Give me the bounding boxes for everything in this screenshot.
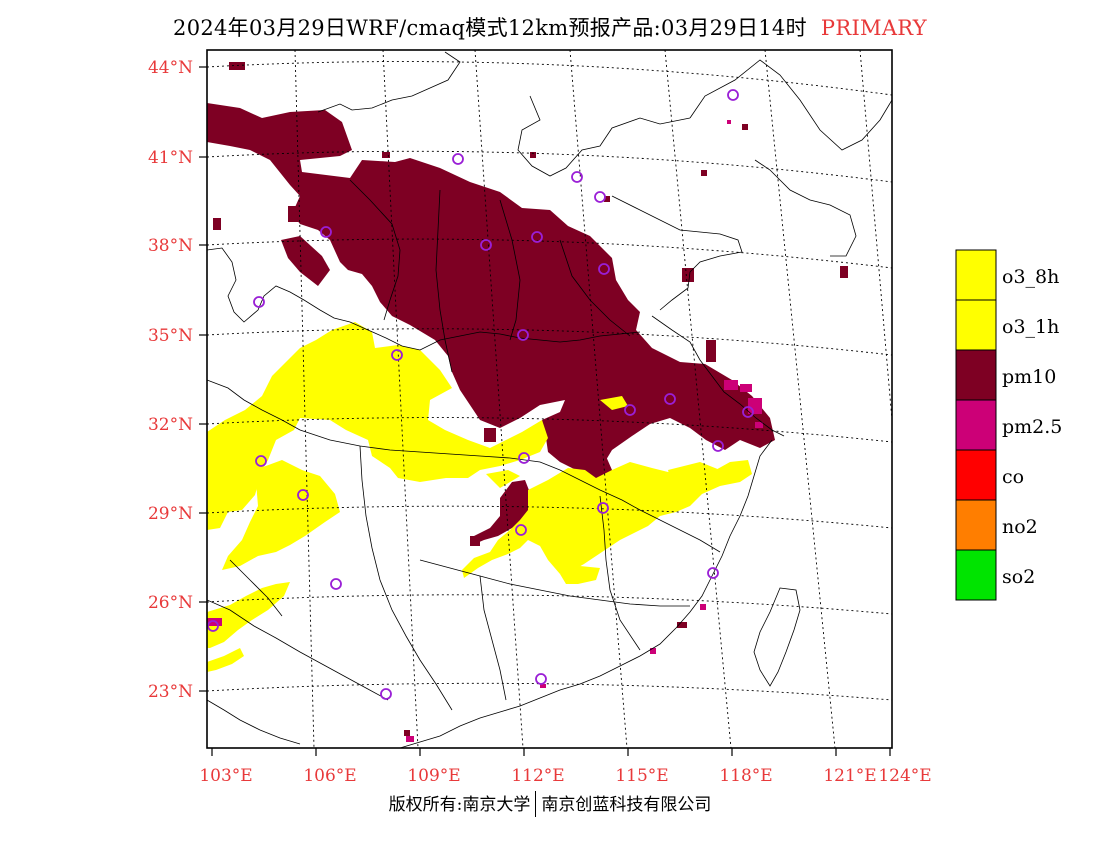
pollutant-legend: o3_8h o3_1h pm10 pm2.5 co no2 so2 — [955, 249, 1062, 601]
latitude-lines — [207, 61, 892, 701]
legend-swatch-co — [956, 450, 996, 500]
legend-label-o3-1h: o3_1h — [1002, 316, 1059, 338]
lon-label: 103°E — [199, 766, 252, 786]
lat-label: 44°N — [148, 58, 193, 78]
lat-label: 38°N — [148, 236, 193, 256]
copyright-footer: 版权所有:南京大学 南京创蓝科技有限公司 — [0, 790, 1100, 819]
map-title: 2024年03月29日WRF/cmaq模式12km预报产品:03月29日14时 P… — [0, 12, 1100, 42]
legend-swatch-no2 — [956, 500, 996, 550]
legend-label-so2: so2 — [1002, 566, 1035, 588]
map-frame — [206, 49, 893, 749]
lon-label: 115°E — [615, 766, 668, 786]
lon-label: 112°E — [511, 766, 564, 786]
axis-ticks — [199, 66, 891, 756]
legend-swatch-pm10 — [956, 350, 996, 400]
lat-label: 23°N — [148, 682, 193, 702]
lat-label: 29°N — [148, 504, 193, 524]
legend-label-pm10: pm10 — [1002, 366, 1056, 388]
lat-label: 35°N — [148, 326, 193, 346]
primary-tag: PRIMARY — [820, 16, 927, 40]
footer-divider — [535, 790, 537, 817]
lat-label: 41°N — [148, 148, 193, 168]
legend-label-o3-8h: o3_8h — [1002, 266, 1059, 288]
legend-swatch-o3-8h — [956, 250, 996, 300]
longitude-lines — [207, 50, 892, 748]
legend-label-pm25: pm2.5 — [1002, 416, 1062, 438]
lon-label: 124°E — [878, 766, 931, 786]
legend-label-co: co — [1002, 466, 1024, 488]
longitude-labels: 103°E 106°E 109°E 112°E 115°E 118°E 121°… — [199, 766, 931, 786]
legend-swatch-so2 — [956, 550, 996, 600]
lat-label: 32°N — [148, 415, 193, 435]
lat-label: 26°N — [148, 593, 193, 613]
legend-swatch-pm25 — [956, 400, 996, 450]
legend-label-no2: no2 — [1002, 516, 1038, 538]
map-title-main: 2024年03月29日WRF/cmaq模式12km预报产品:03月29日14时 — [173, 16, 807, 40]
lon-label: 106°E — [303, 766, 356, 786]
station-markers — [207, 89, 754, 700]
o3-region — [207, 322, 752, 672]
lon-label: 118°E — [719, 766, 772, 786]
lon-label: 121°E — [823, 766, 876, 786]
copyright-owner: 版权所有:南京大学 — [388, 795, 531, 815]
lon-label: 109°E — [407, 766, 460, 786]
legend-swatch-o3-1h — [956, 300, 996, 350]
copyright-company: 南京创蓝科技有限公司 — [541, 795, 712, 815]
boundary-lines — [207, 51, 892, 748]
latitude-labels: 44°N 41°N 38°N 35°N 32°N 29°N 26°N 23°N — [148, 58, 193, 702]
